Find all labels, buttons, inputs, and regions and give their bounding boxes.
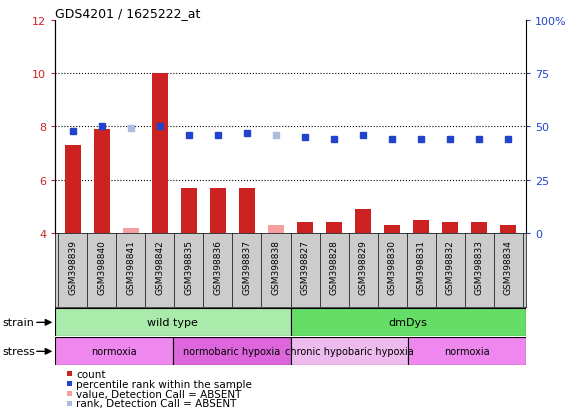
Text: GSM398833: GSM398833 [475,239,484,294]
Bar [500,225,517,233]
Bar [239,188,255,233]
Text: GSM398837: GSM398837 [242,239,252,294]
Text: GSM398839: GSM398839 [68,239,77,294]
Text: stress: stress [3,347,36,356]
Bar [413,220,429,233]
Text: wild type: wild type [148,318,198,328]
Text: GSM398830: GSM398830 [388,239,397,294]
Text: GSM398832: GSM398832 [446,239,455,294]
Text: normoxia: normoxia [91,347,137,356]
Text: strain: strain [3,318,35,328]
Bar [442,223,458,233]
Text: GSM398828: GSM398828 [329,239,339,294]
Text: normoxia: normoxia [444,347,490,356]
Bar [326,223,342,233]
Text: chronic hypobaric hypoxia: chronic hypobaric hypoxia [285,347,414,356]
Bar [123,228,139,233]
Text: rank, Detection Call = ABSENT: rank, Detection Call = ABSENT [76,399,236,408]
Text: GSM398835: GSM398835 [184,239,193,294]
Bar [94,130,110,233]
Text: GSM398836: GSM398836 [213,239,223,294]
Bar [173,337,290,366]
Bar [210,188,226,233]
Bar [290,309,526,337]
Bar [64,146,81,233]
Text: GDS4201 / 1625222_at: GDS4201 / 1625222_at [55,7,200,19]
Text: GSM398829: GSM398829 [358,239,368,294]
Text: GSM398838: GSM398838 [271,239,281,294]
Text: GSM398827: GSM398827 [300,239,310,294]
Bar [181,188,197,233]
Bar [290,337,408,366]
Bar [55,309,290,337]
Bar [471,223,487,233]
Text: GSM398831: GSM398831 [417,239,426,294]
Text: dmDys: dmDys [389,318,428,328]
Text: count: count [76,369,106,379]
Text: percentile rank within the sample: percentile rank within the sample [76,379,252,389]
Text: normobaric hypoxia: normobaric hypoxia [183,347,280,356]
Bar [297,223,313,233]
Text: GSM398842: GSM398842 [155,239,164,294]
Text: GSM398840: GSM398840 [97,239,106,294]
Bar [152,74,168,233]
Bar [55,337,173,366]
Bar [384,225,400,233]
Text: value, Detection Call = ABSENT: value, Detection Call = ABSENT [76,389,241,399]
Text: GSM398841: GSM398841 [126,239,135,294]
Bar [268,225,284,233]
Bar [355,209,371,233]
Bar [408,337,526,366]
Text: GSM398834: GSM398834 [504,239,513,294]
